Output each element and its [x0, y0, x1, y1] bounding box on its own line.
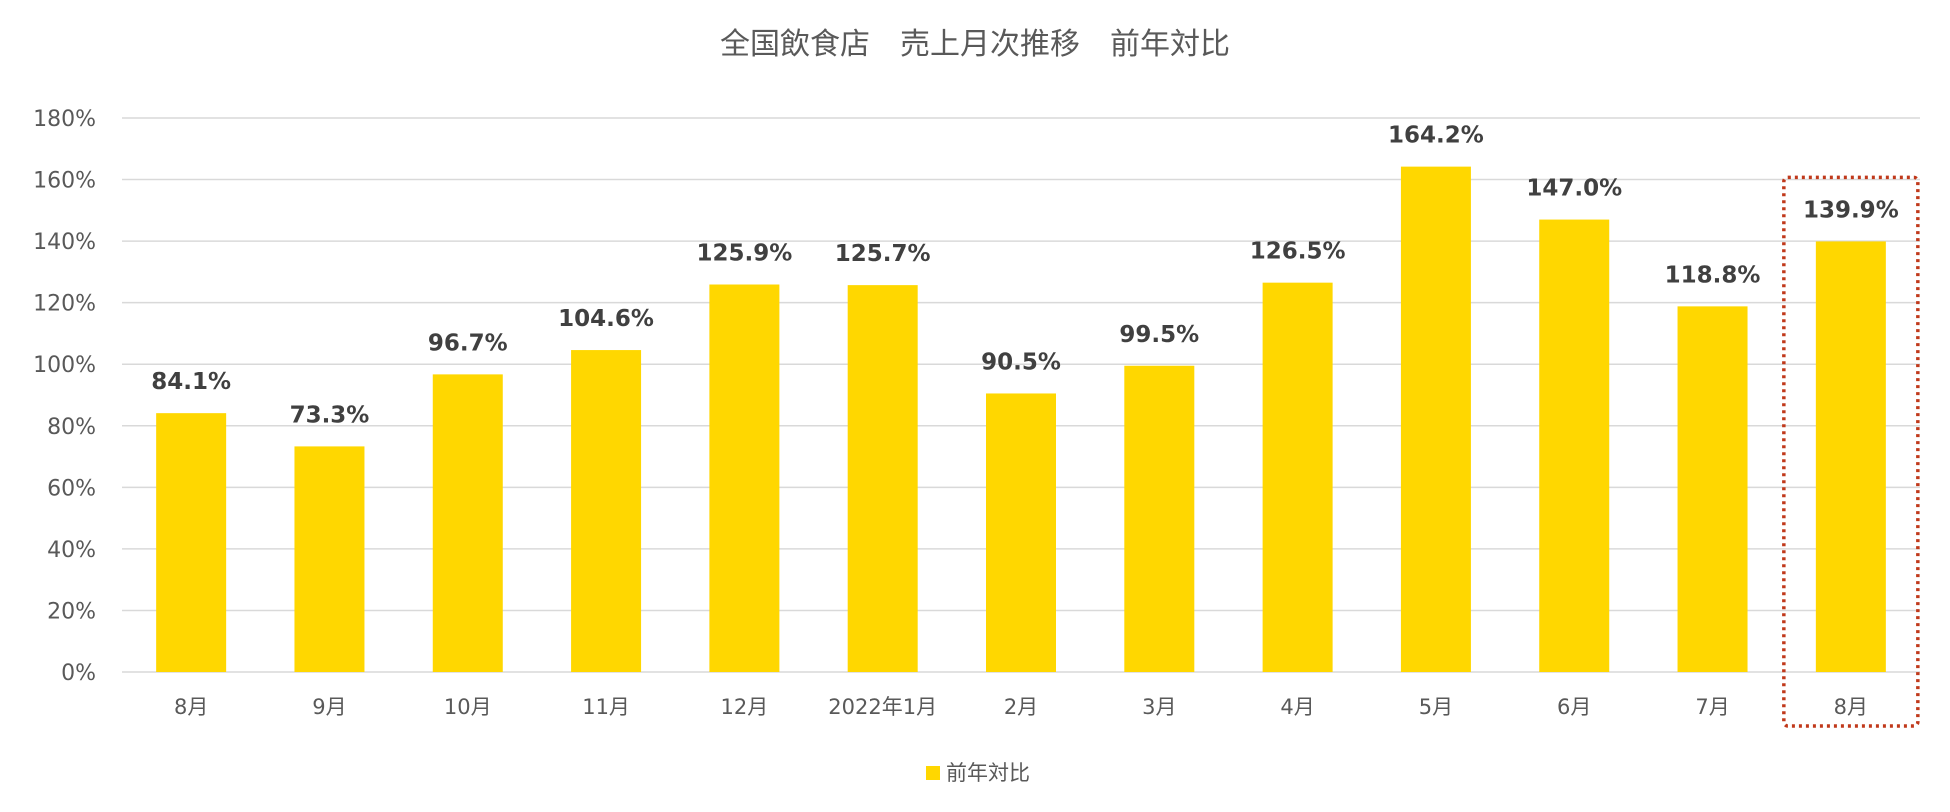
bar	[1124, 365, 1195, 672]
legend: 前年対比	[926, 761, 1030, 785]
data-label: 164.2%	[1388, 123, 1484, 149]
bar	[1400, 166, 1471, 672]
bar	[294, 446, 365, 672]
x-tick-label: 11月	[582, 695, 630, 719]
bar	[1677, 306, 1748, 672]
data-label: 126.5%	[1250, 239, 1346, 265]
bar	[1262, 282, 1333, 672]
bar	[432, 374, 503, 672]
highlight-box	[1782, 175, 1920, 728]
bar	[986, 393, 1056, 672]
bar	[1539, 219, 1610, 673]
data-label: 90.5%	[981, 349, 1061, 375]
y-tick-label: 140%	[33, 230, 96, 255]
y-tick-label: 120%	[33, 292, 96, 317]
data-label: 96.7%	[428, 330, 508, 356]
y-tick-label: 40%	[47, 538, 96, 563]
data-label: 99.5%	[1119, 322, 1199, 348]
data-label: 73.3%	[290, 402, 370, 428]
y-tick-label: 180%	[33, 107, 96, 132]
y-tick-label: 20%	[47, 599, 96, 624]
y-axis-ticks: 0% 20% 40% 60% 80% 100% 120% 140% 160% 180%	[33, 107, 96, 686]
legend-label: 前年対比	[946, 761, 1030, 785]
x-tick-label: 8月	[1834, 695, 1868, 719]
x-tick-label: 9月	[312, 695, 346, 719]
x-tick-label: 5月	[1419, 695, 1453, 719]
data-label: 84.1%	[151, 369, 231, 395]
bar	[709, 284, 780, 672]
bar	[847, 285, 918, 672]
data-label: 147.0%	[1526, 176, 1622, 202]
bar	[156, 413, 227, 672]
highlight-annotation	[1782, 175, 1920, 728]
data-label: 118.8%	[1665, 262, 1761, 288]
data-label: 139.9%	[1803, 197, 1899, 223]
x-tick-label: 2022年1月	[828, 695, 937, 719]
data-label: 104.6%	[558, 306, 654, 332]
x-axis-ticks: 8月 9月 10月 11月 12月 2022年1月 2月 3月 4月 5月 6月 7月 8月	[174, 695, 1868, 719]
x-tick-label: 2月	[1004, 695, 1038, 719]
legend-swatch	[926, 766, 940, 780]
data-label: 125.9%	[696, 241, 792, 267]
y-tick-label: 100%	[33, 353, 96, 378]
x-tick-label: 10月	[444, 695, 492, 719]
x-tick-label: 12月	[721, 695, 769, 719]
data-label: 125.7%	[835, 241, 931, 267]
bar-series	[156, 166, 1886, 673]
y-tick-label: 0%	[61, 661, 96, 686]
x-tick-label: 4月	[1280, 695, 1314, 719]
x-tick-label: 6月	[1557, 695, 1591, 719]
bar	[1815, 241, 1886, 672]
y-tick-label: 60%	[47, 476, 96, 501]
x-tick-label: 3月	[1142, 695, 1176, 719]
y-tick-label: 160%	[33, 169, 96, 194]
chart-title: 全国飲食店 売上月次推移 前年対比	[720, 27, 1230, 62]
x-tick-label: 7月	[1695, 695, 1729, 719]
bar	[571, 350, 642, 672]
x-tick-label: 8月	[174, 695, 208, 719]
y-tick-label: 80%	[47, 415, 96, 440]
data-labels: 84.1% 73.3% 96.7% 104.6% 125.9% 125.7% 90.5% 99…	[151, 123, 1898, 429]
